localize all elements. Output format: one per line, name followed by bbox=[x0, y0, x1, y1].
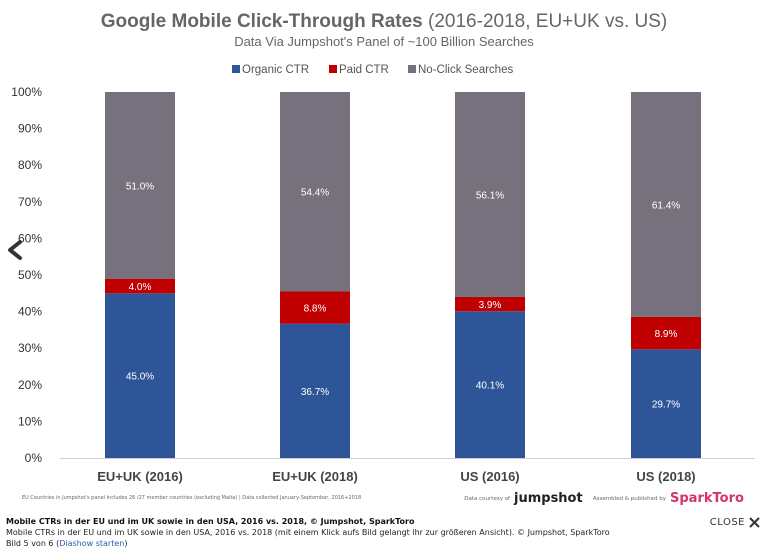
y-axis: 0% 10% 20% 30% 40% 50% 60% 70% 80% 90% 100% bbox=[11, 85, 42, 465]
legend-label: No-Click Searches bbox=[418, 64, 513, 76]
data-courtesy-label: Data courtesy of bbox=[464, 496, 511, 502]
y-tick-label: 90% bbox=[18, 122, 42, 136]
x-tick-label: EU+UK (2016) bbox=[97, 469, 183, 484]
chart-subtitle: Data Via Jumpshot's Panel of ~100 Billio… bbox=[234, 34, 534, 49]
bar-segment bbox=[631, 349, 701, 458]
legend: Organic CTR Paid CTR No-Click Searches bbox=[232, 64, 513, 76]
bar-segment bbox=[455, 311, 525, 458]
caption-title: Mobile CTRs in der EU und im UK sowie in… bbox=[6, 517, 415, 526]
y-tick-label: 10% bbox=[18, 414, 42, 428]
caption-counter-row: Bild 5 von 6 (Diashow starten) bbox=[6, 539, 128, 548]
y-tick-label: 30% bbox=[18, 341, 42, 355]
legend-label: Paid CTR bbox=[339, 64, 389, 76]
bar-segment bbox=[105, 92, 175, 279]
y-tick-label: 40% bbox=[18, 305, 42, 319]
bar-segment bbox=[280, 323, 350, 458]
data-label: 54.4% bbox=[301, 188, 329, 199]
data-label: 61.4% bbox=[652, 200, 680, 211]
data-label: 36.7% bbox=[301, 387, 329, 398]
y-tick-label: 100% bbox=[11, 85, 42, 99]
bar-segment bbox=[280, 92, 350, 292]
data-label: 8.9% bbox=[655, 329, 678, 340]
data-label: 4.0% bbox=[129, 282, 152, 293]
y-tick-label: 50% bbox=[18, 268, 42, 282]
legend-swatch bbox=[408, 65, 416, 73]
bar-segment bbox=[455, 296, 525, 312]
data-label: 51.0% bbox=[126, 181, 154, 192]
close-button[interactable]: CLOSE bbox=[710, 517, 760, 528]
legend-label: Organic CTR bbox=[242, 64, 309, 76]
bar-segment bbox=[631, 92, 701, 317]
legend-swatch bbox=[232, 65, 240, 73]
data-label: 40.1% bbox=[476, 381, 504, 392]
y-tick-label: 80% bbox=[18, 158, 42, 172]
chart-footnote: EU Countries in Jumpshot's panel include… bbox=[22, 495, 361, 501]
sparktoro-logo: SparkToro bbox=[670, 491, 744, 506]
close-icon bbox=[749, 517, 760, 528]
chevron-left-icon bbox=[8, 240, 22, 260]
data-label: 29.7% bbox=[652, 400, 680, 411]
assembled-label: Assembled & published by bbox=[593, 496, 667, 502]
bar-segment bbox=[455, 92, 525, 297]
legend-swatch bbox=[329, 65, 337, 73]
bar-segment bbox=[280, 291, 350, 324]
x-tick-label: US (2018) bbox=[636, 469, 695, 484]
chart: Google Mobile Click-Through Rates (2016-… bbox=[11, 11, 755, 506]
chart-title: Google Mobile Click-Through Rates (2016-… bbox=[101, 11, 667, 32]
x-tick-label: US (2016) bbox=[460, 469, 519, 484]
bar-segment bbox=[105, 293, 175, 458]
bar-segment bbox=[105, 278, 175, 294]
data-label: 3.9% bbox=[479, 300, 502, 311]
x-axis: EU+UK (2016) EU+UK (2018) US (2016) US (201… bbox=[60, 458, 755, 484]
image-counter: Bild 5 von 6 bbox=[6, 539, 54, 548]
start-slideshow-link[interactable]: Diashow starten bbox=[59, 539, 125, 548]
data-label: 8.8% bbox=[304, 304, 327, 315]
data-label: 45.0% bbox=[126, 372, 154, 383]
y-tick-label: 0% bbox=[25, 451, 43, 465]
data-label: 56.1% bbox=[476, 190, 504, 201]
bar-segment bbox=[631, 316, 701, 350]
previous-image-button[interactable] bbox=[4, 232, 26, 268]
x-tick-label: EU+UK (2018) bbox=[272, 469, 358, 484]
y-tick-label: 70% bbox=[18, 195, 42, 209]
bars: 45.0% 4.0% 51.0% 36.7% 8.8% 54.4% 40.1% 3.9% 56.… bbox=[105, 92, 701, 458]
close-label: CLOSE bbox=[709, 517, 745, 528]
image-caption: Mobile CTRs in der EU und im UK sowie in… bbox=[6, 516, 696, 549]
y-tick-label: 20% bbox=[18, 378, 42, 392]
y-tick-label: 60% bbox=[18, 231, 42, 245]
caption-description: Mobile CTRs in der EU und im UK sowie in… bbox=[6, 528, 610, 537]
jumpshot-logo: jumpshot bbox=[513, 491, 583, 506]
